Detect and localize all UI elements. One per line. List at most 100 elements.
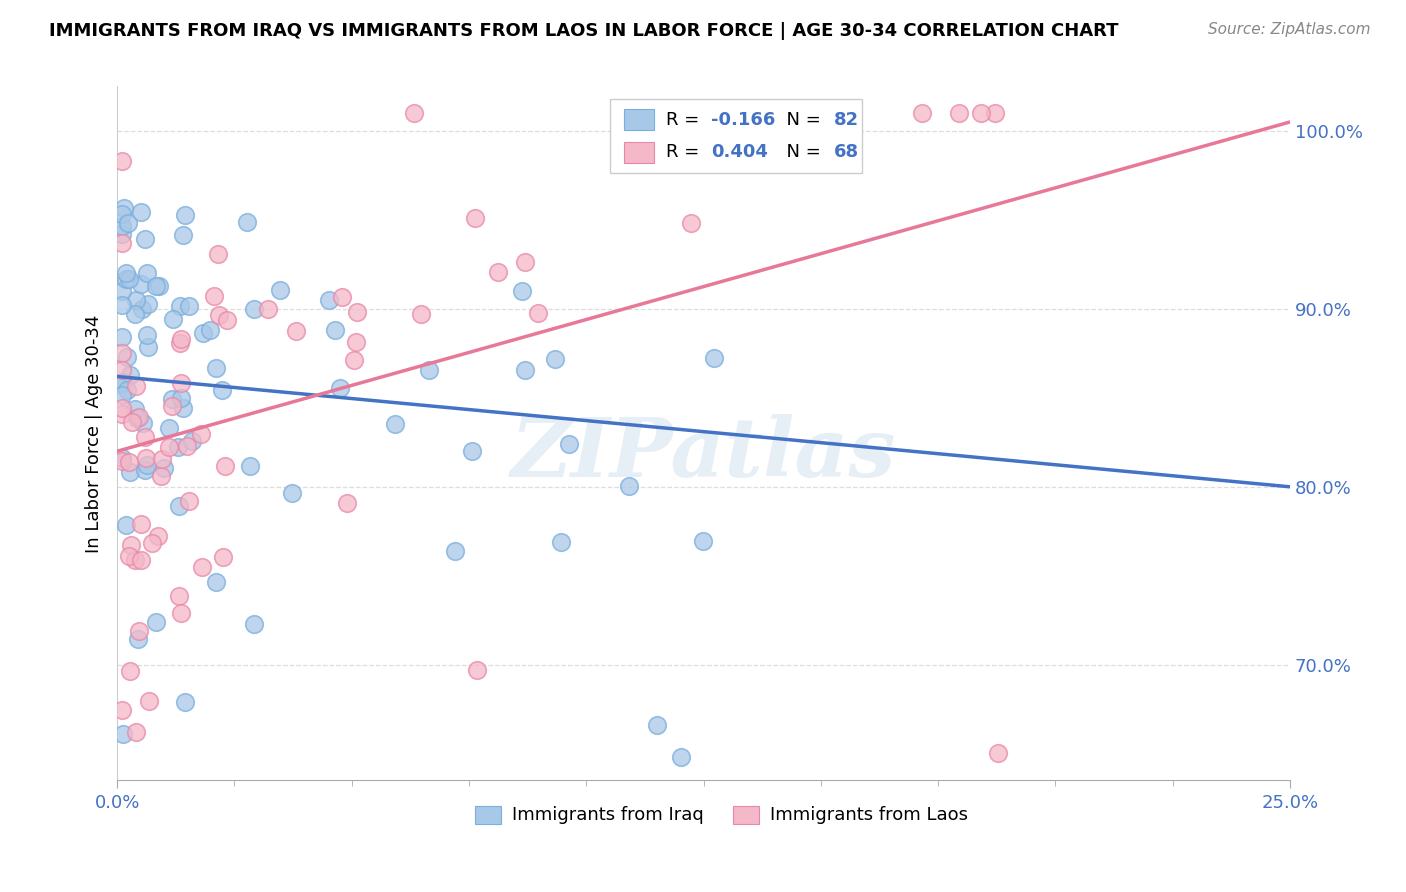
Point [124, 402, 146, 417]
Point [243, 616, 266, 631]
Point [162, 392, 184, 407]
Point [172, 227, 194, 242]
Point [191, 560, 214, 574]
Point [169, 300, 191, 314]
Point [318, 293, 340, 308]
Point [243, 301, 266, 316]
Point [179, 493, 201, 508]
Point [169, 336, 191, 351]
Point [703, 351, 725, 365]
Point [679, 216, 702, 230]
Point [117, 216, 139, 230]
Text: IMMIGRANTS FROM IRAQ VS IMMIGRANTS FROM LAOS IN LABOR FORCE | AGE 30-34 CORRELAT: IMMIGRANTS FROM IRAQ VS IMMIGRANTS FROM … [49, 22, 1119, 40]
Point [131, 277, 153, 291]
Point [134, 463, 156, 477]
Point [813, 106, 835, 120]
Point [145, 615, 167, 629]
Point [344, 335, 367, 350]
Point [118, 271, 141, 285]
Point [111, 219, 134, 233]
Point [129, 205, 152, 219]
Text: N =: N = [775, 144, 827, 161]
Point [464, 211, 486, 225]
Point [170, 606, 193, 620]
Point [111, 154, 134, 169]
Point [111, 375, 134, 389]
Point [111, 377, 134, 392]
Point [619, 479, 641, 493]
Point [208, 309, 231, 323]
Point [409, 307, 432, 321]
Point [120, 368, 142, 382]
Text: N =: N = [775, 111, 827, 128]
Point [129, 516, 152, 531]
Point [121, 415, 143, 429]
Point [111, 298, 134, 312]
Point [128, 624, 150, 638]
Point [111, 207, 134, 221]
Point [692, 534, 714, 549]
Point [125, 725, 148, 739]
Point [115, 271, 138, 285]
Point [173, 209, 195, 223]
Point [120, 538, 142, 552]
Point [111, 450, 134, 465]
Point [120, 465, 142, 479]
Point [911, 106, 934, 120]
Point [157, 440, 180, 454]
Point [269, 283, 291, 297]
Point [384, 417, 406, 431]
Point [127, 411, 149, 425]
Point [418, 363, 440, 377]
Point [167, 589, 190, 603]
FancyBboxPatch shape [475, 806, 501, 823]
Point [527, 306, 550, 320]
Point [202, 288, 225, 302]
Point [948, 106, 970, 120]
Point [460, 444, 482, 458]
Text: Immigrants from Iraq: Immigrants from Iraq [512, 805, 704, 824]
Point [118, 665, 141, 679]
Point [125, 293, 148, 307]
Point [131, 301, 153, 316]
Point [172, 401, 194, 415]
Point [198, 322, 221, 336]
Point [146, 529, 169, 543]
Point [543, 352, 565, 367]
Point [136, 266, 159, 280]
Point [191, 326, 214, 340]
Point [443, 544, 465, 558]
Point [207, 246, 229, 260]
Point [157, 421, 180, 435]
Point [111, 362, 134, 376]
Point [776, 106, 799, 120]
Point [330, 290, 353, 304]
Point [169, 333, 191, 347]
Point [190, 427, 212, 442]
Point [136, 458, 159, 472]
Point [111, 407, 134, 421]
Text: 82: 82 [834, 111, 859, 128]
Point [135, 450, 157, 465]
Point [323, 323, 346, 337]
Point [211, 383, 233, 397]
Point [515, 363, 537, 377]
Point [115, 351, 138, 365]
Point [486, 265, 509, 279]
Point [145, 278, 167, 293]
Text: 0.404: 0.404 [710, 144, 768, 161]
Point [512, 285, 534, 299]
Point [118, 549, 141, 564]
Point [111, 235, 134, 250]
Point [134, 430, 156, 444]
Point [135, 328, 157, 343]
Point [212, 550, 235, 565]
Point [111, 284, 134, 298]
Point [153, 461, 176, 475]
Point [645, 718, 668, 732]
Point [176, 439, 198, 453]
Point [141, 536, 163, 550]
Point [669, 750, 692, 764]
FancyBboxPatch shape [624, 109, 654, 130]
Point [112, 201, 135, 215]
